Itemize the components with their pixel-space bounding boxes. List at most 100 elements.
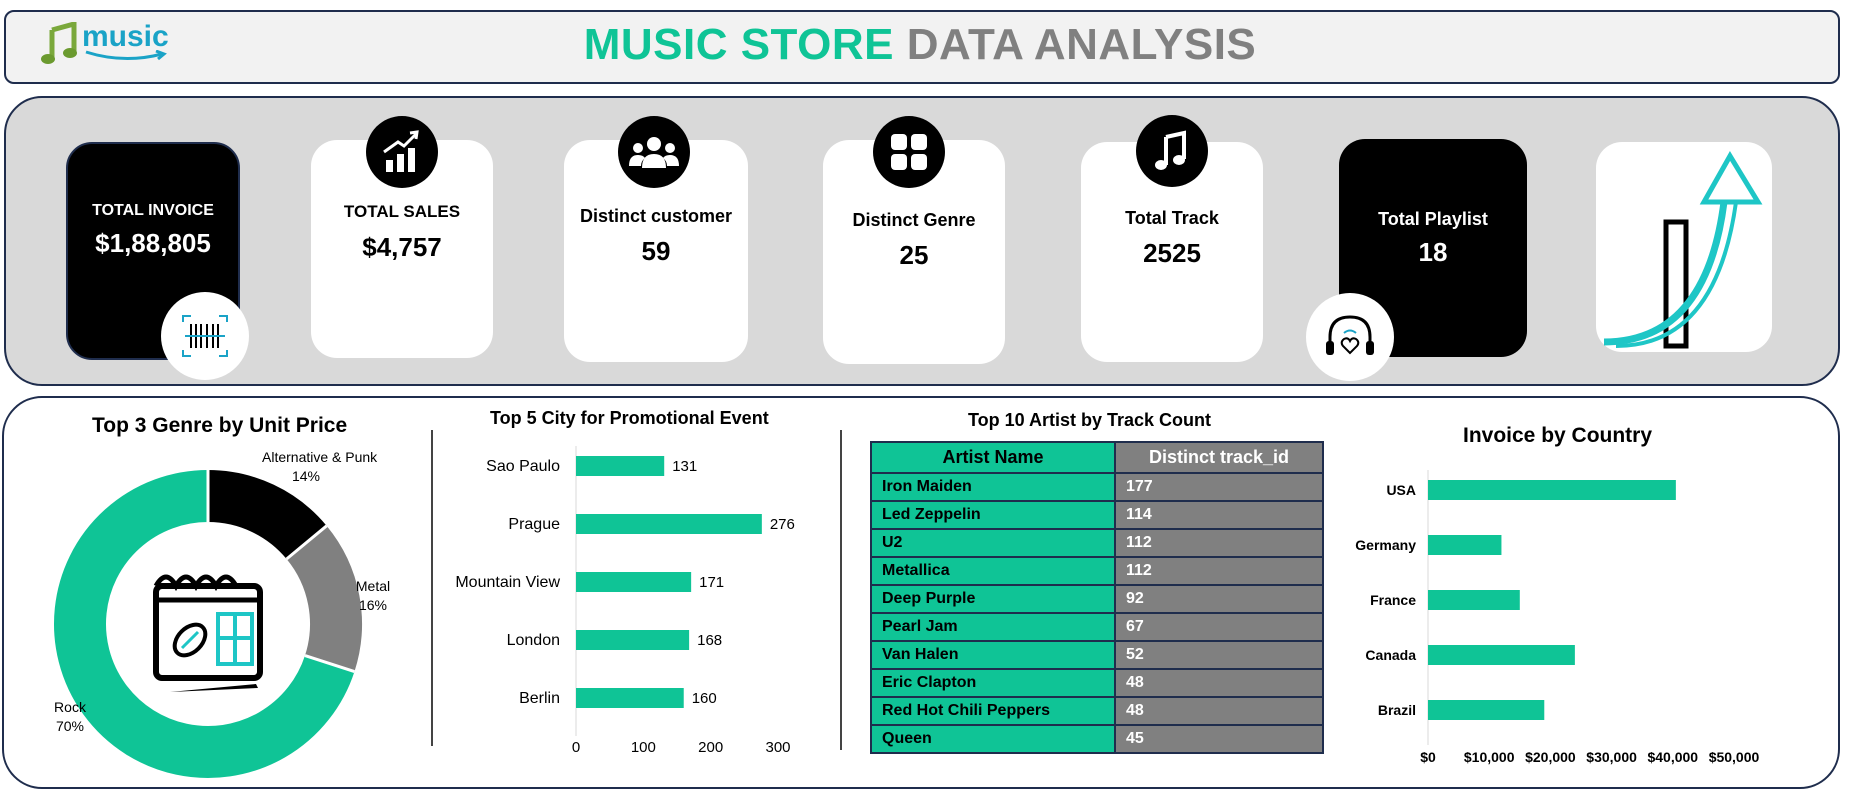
- kpi-value: $4,757: [362, 232, 442, 262]
- x-tick-label: $10,000: [1464, 749, 1515, 765]
- title-part-1: MUSIC STORE: [583, 20, 894, 69]
- table-row: Eric Clapton 48: [870, 668, 1325, 698]
- track-count-cell: 177: [1113, 472, 1325, 502]
- kpi-label: Distinct Genre: [852, 210, 976, 230]
- kpi-value: 25: [899, 240, 929, 270]
- x-tick-label: $30,000: [1586, 749, 1637, 765]
- table-row: U2 112: [870, 528, 1325, 558]
- customers-badge: [618, 116, 690, 188]
- track-count-cell: 67: [1113, 612, 1325, 642]
- table-row: Iron Maiden 177: [870, 472, 1325, 502]
- kpi-label: TOTAL SALES: [343, 202, 461, 221]
- track-count-cell: 114: [1113, 500, 1325, 530]
- genre-badge: [873, 116, 945, 188]
- logo-text: music: [82, 20, 169, 53]
- track-count-cell: 112: [1113, 528, 1325, 558]
- track-count-cell: 48: [1113, 696, 1325, 726]
- x-tick-label: 200: [698, 739, 723, 756]
- donut-label-metal-value: 16%: [359, 597, 387, 613]
- donut-label-alt-punk-name: Alternative & Punk: [262, 449, 378, 465]
- artist-name-cell: Van Halen: [870, 640, 1116, 670]
- track-count-cell: 52: [1113, 640, 1325, 670]
- category-label: Brazil: [1378, 702, 1416, 718]
- country-chart-title: Invoice by Country: [1463, 424, 1653, 447]
- bar-usa: [1428, 480, 1676, 500]
- donut-chart-title: Top 3 Genre by Unit Price: [92, 414, 348, 437]
- x-tick-label: 100: [631, 739, 656, 756]
- bar-canada: [1428, 645, 1575, 665]
- kpi-label: Total Track: [1125, 208, 1219, 228]
- growth-chart-icon: [383, 130, 419, 172]
- title-part-2: DATA ANALYSIS: [906, 20, 1257, 69]
- genre-donut-chart: Alternative & Punk 14% Metal 16% Rock 70…: [54, 449, 390, 778]
- growth-chart-badge: [366, 116, 438, 188]
- artist-table-title: Top 10 Artist by Track Count: [968, 410, 1212, 430]
- donut-separator: [304, 654, 355, 674]
- table-row: Deep Purple 92: [870, 584, 1325, 614]
- city-bar-chart: Sao Paulo 131 Prague 276 Mountain View 171 Lon…: [455, 446, 795, 756]
- category-label: Germany: [1355, 537, 1416, 553]
- artist-name-cell: Iron Maiden: [870, 472, 1116, 502]
- column-header-track-count: Distinct track_id: [1113, 441, 1325, 474]
- bar-sao-paulo: [576, 456, 665, 476]
- x-tick-label: 300: [765, 739, 790, 756]
- table-row: Van Halen 52: [870, 640, 1325, 670]
- track-count-cell: 92: [1113, 584, 1325, 614]
- x-tick-label: $50,000: [1709, 749, 1760, 765]
- track-count-cell: 45: [1113, 724, 1325, 754]
- track-count-cell: 112: [1113, 556, 1325, 586]
- category-label: France: [1370, 592, 1416, 608]
- music-note-icon: [1155, 130, 1186, 170]
- donut-slice-rock: [54, 470, 355, 778]
- table-row: Red Hot Chili Peppers 48: [870, 696, 1325, 726]
- bar-berlin: [576, 688, 684, 708]
- category-label: Sao Paulo: [486, 458, 560, 475]
- column-header-artist: Artist Name: [870, 441, 1116, 474]
- bar-value-label: 131: [672, 458, 697, 475]
- page-title: MUSIC STORE DATA ANALYSIS: [0, 20, 1840, 70]
- category-label: Canada: [1365, 647, 1416, 663]
- x-tick-label: $20,000: [1525, 749, 1576, 765]
- category-label: Prague: [508, 516, 560, 533]
- donut-label-metal-name: Metal: [356, 578, 390, 594]
- bar-brazil: [1428, 700, 1545, 720]
- category-label: Mountain View: [455, 574, 560, 591]
- artist-name-cell: Queen: [870, 724, 1116, 754]
- kpi-value: 2525: [1143, 238, 1201, 268]
- trend-arrow-icon: [1603, 151, 1763, 349]
- chart-divider: [840, 430, 842, 750]
- donut-slice-metal: [286, 525, 362, 672]
- artist-name-cell: Deep Purple: [870, 584, 1116, 614]
- table-header-row: Artist Name Distinct track_id: [870, 441, 1325, 474]
- category-label: London: [507, 632, 560, 649]
- artist-name-cell: Eric Clapton: [870, 668, 1116, 698]
- category-label: Berlin: [519, 690, 560, 707]
- bar-value-label: 168: [697, 632, 722, 649]
- donut-slice-alternative-punk: [207, 470, 327, 560]
- track-badge: [1136, 115, 1208, 187]
- artist-name-cell: U2: [870, 528, 1116, 558]
- x-tick-label: 0: [572, 739, 580, 756]
- playlist-badge: [1306, 293, 1394, 381]
- x-tick-label: $40,000: [1647, 749, 1698, 765]
- artist-name-cell: Red Hot Chili Peppers: [870, 696, 1116, 726]
- artist-name-cell: Pearl Jam: [870, 612, 1116, 642]
- kpi-value: $1,88,805: [95, 228, 211, 258]
- bar-value-label: 171: [699, 574, 724, 591]
- x-tick-label: $0: [1420, 749, 1436, 765]
- table-row: Queen 45: [870, 724, 1325, 754]
- donut-label-alt-punk-value: 14%: [292, 468, 320, 484]
- headphones-heart-icon: [1326, 315, 1374, 355]
- barcode-icon: [182, 315, 228, 357]
- category-label: USA: [1386, 482, 1416, 498]
- kpi-label: Total Playlist: [1378, 209, 1488, 229]
- logo-smile-icon: [85, 50, 167, 61]
- pencil-decoration: [170, 684, 258, 692]
- artist-track-table: Artist Name Distinct track_id Iron Maide…: [870, 441, 1325, 754]
- bar-london: [576, 630, 690, 650]
- chart-divider: [431, 430, 433, 746]
- music-note-logo-icon: [41, 22, 77, 64]
- grid-apps-icon: [891, 134, 927, 170]
- bar-mountain-view: [576, 572, 692, 592]
- bar-germany: [1428, 535, 1502, 555]
